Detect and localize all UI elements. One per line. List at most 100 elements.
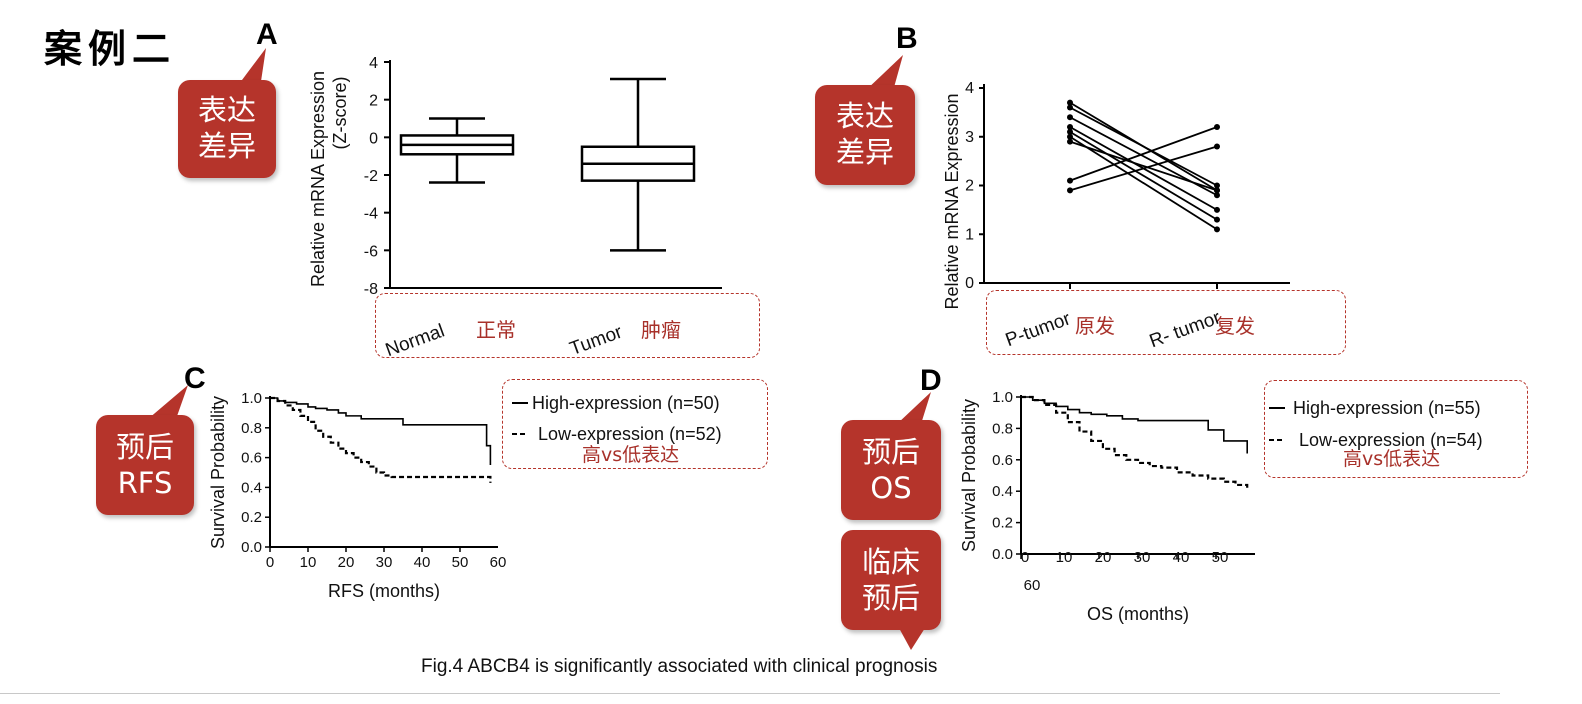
point-primary-5 [1067, 128, 1073, 135]
point-recurrent-3 [1214, 192, 1220, 199]
point-recurrent-9 [1214, 143, 1220, 150]
bubble-c-tail [148, 385, 188, 419]
x-label-tumor: Tumor [567, 321, 626, 359]
y-tick-label: -8 [364, 281, 378, 298]
point-primary-4 [1067, 124, 1073, 130]
pair-line-5 [1069, 131, 1218, 221]
x-label-primary: P-tumor [1003, 308, 1074, 350]
point-recurrent-2 [1214, 182, 1220, 189]
bubble-a-tail [236, 48, 266, 88]
x-label-recurrent: R- tumor [1147, 307, 1224, 350]
pair-line-8 [1069, 126, 1218, 182]
y-tick-label: 0.4 [992, 483, 1013, 500]
legend-label-high: High-expression (n=55) [1293, 398, 1481, 418]
y-tick-label: 4 [965, 80, 974, 97]
x-label-normal: Normal [383, 320, 448, 360]
bubble-b-line2: 差异 [835, 135, 894, 169]
panel-letter-a: A [256, 18, 278, 51]
bubble-b-tail [865, 55, 903, 91]
bubble-d-line2: OS [870, 471, 912, 505]
y-tick-label: 4 [369, 55, 378, 72]
y-tick-label: 1 [965, 226, 974, 243]
pair-line-2 [1069, 106, 1218, 187]
point-primary-8 [1067, 177, 1073, 184]
point-recurrent-6 [1214, 226, 1220, 233]
cn-label-tumor: 肿瘤 [641, 318, 681, 342]
y-tick-label: 0.6 [992, 452, 1013, 469]
x-tick-label: 40 [1173, 549, 1190, 566]
bubble-d: 预后 OS [841, 392, 941, 524]
bubble-d2-line2: 预后 [861, 581, 920, 615]
y-tick-label: 0.8 [992, 420, 1013, 437]
legend-box-c [502, 379, 768, 469]
y-tick-label: 0.8 [241, 420, 262, 437]
point-recurrent-7 [1214, 187, 1220, 194]
y-tick-label: 0.0 [241, 539, 262, 556]
x-tick-label: 10 [1056, 549, 1073, 566]
cn-label-recurrent: 复发 [1215, 314, 1255, 338]
legend-label-low: Low-expression (n=52) [538, 424, 722, 444]
point-primary-1 [1067, 99, 1073, 106]
y-tick-label: 3 [965, 129, 974, 146]
km-line-high [1021, 396, 1248, 454]
bubble-a-line1: 表达 [197, 93, 256, 127]
point-primary-7 [1067, 138, 1073, 145]
point-recurrent-5 [1214, 216, 1220, 223]
km-line-low [270, 396, 492, 483]
legend-label-low: Low-expression (n=54) [1299, 430, 1483, 450]
x-tick-label: 30 [1134, 549, 1151, 566]
x-tick-label: 60 [490, 554, 507, 571]
y-tick-label: 0.6 [241, 450, 262, 467]
x-tick-label: 20 [1095, 549, 1112, 566]
bubble-d-tail [897, 392, 931, 424]
figure-caption: Fig.4 ABCB4 is significantly associated … [421, 656, 938, 677]
y-axis-title: Relative mRNA Expression [942, 93, 962, 309]
y-tick-label: 0.2 [992, 515, 1013, 532]
x-tick-label: 50 [452, 554, 469, 571]
y-tick-label: 0.2 [241, 509, 262, 526]
legend-c-cn: 高vs低表达 [582, 444, 680, 466]
x-tick-label: 0 [1021, 549, 1029, 566]
x-tick-label: 50 [1212, 549, 1229, 566]
y-axis-title: Relative mRNA Expression [308, 71, 328, 287]
x-tick-label: 0 [266, 554, 274, 571]
x-tick-label: 60 [1024, 577, 1041, 594]
y-tick-label: 0 [369, 130, 378, 147]
chart-a: 4 2 0 -2 -4 -6 -8 Relative mRNA Expression (Z-sc… [308, 55, 722, 360]
panel-letter-c: C [184, 362, 206, 395]
legend-d-cn: 高vs低表达 [1343, 448, 1441, 470]
bubble-d2-tail [899, 628, 925, 650]
labels-box-b [986, 290, 1346, 355]
y-tick-label: -2 [364, 168, 378, 185]
y-tick-label: -4 [364, 206, 378, 223]
bubble-c-line1: 预后 [115, 430, 174, 464]
point-primary-3 [1067, 114, 1073, 121]
y-axis-title-sub: (Z-score) [330, 77, 350, 150]
point-primary-9 [1067, 187, 1073, 194]
x-tick-label: 10 [300, 554, 317, 571]
panel-letter-b: B [896, 22, 918, 55]
cn-label-primary: 原发 [1075, 314, 1115, 338]
bubble-c-line2: RFS [117, 466, 173, 500]
bubble-b-line1: 表达 [835, 99, 894, 133]
bottom-divider [0, 693, 1500, 694]
point-recurrent-8 [1214, 124, 1220, 130]
pair-line-7 [1069, 140, 1218, 192]
x-tick-label: 30 [376, 554, 393, 571]
legend-box-d [1264, 380, 1528, 478]
labels-box-a [375, 293, 760, 358]
y-tick-label: 1.0 [241, 390, 262, 407]
legend-label-high: High-expression (n=50) [532, 393, 720, 413]
x-axis-title: OS (months) [1087, 604, 1189, 624]
x-tick-label: 20 [338, 554, 355, 571]
x-tick-label: 40 [414, 554, 431, 571]
y-tick-label: 0.0 [992, 546, 1013, 563]
y-tick-label: 0.4 [241, 479, 262, 496]
km-line-low [1021, 395, 1249, 489]
panel-letter-d: D [920, 364, 942, 397]
x-axis-title: RFS (months) [328, 581, 440, 601]
y-tick-label: 1.0 [992, 389, 1013, 406]
y-tick-label: 2 [369, 93, 378, 110]
point-primary-6 [1067, 133, 1073, 140]
